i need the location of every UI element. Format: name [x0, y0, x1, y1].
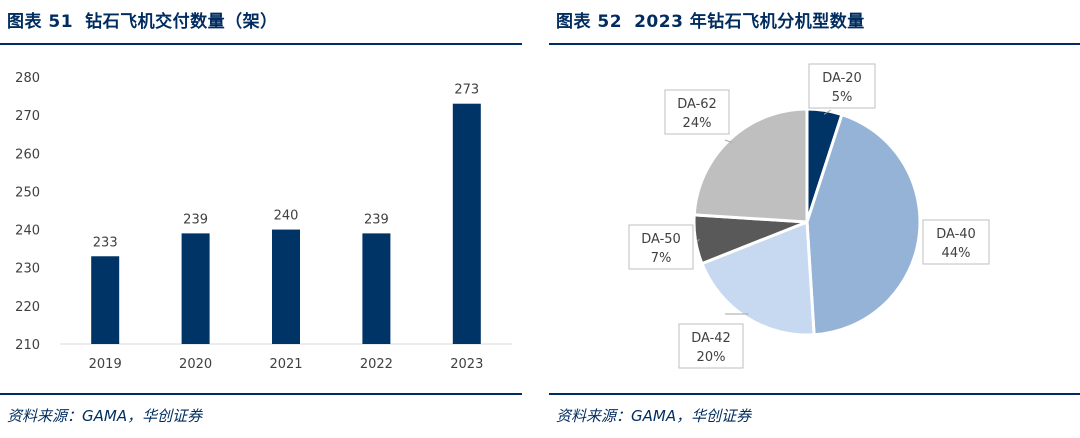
x-tick-label-2019: 2019	[89, 357, 122, 372]
y-tick-label-260: 260	[15, 147, 40, 162]
pie-leader-line-da-50	[696, 238, 700, 243]
pie-category-label-da-20: DA-20	[822, 71, 862, 86]
pie-label-box-da-62	[664, 89, 730, 135]
pie-category-label-da-62: DA-62	[677, 97, 717, 112]
bar-2021	[272, 229, 300, 344]
pie-label-box-da-42	[678, 323, 744, 369]
pie-slice-da-42	[699, 219, 816, 337]
bar-2023	[452, 103, 481, 344]
bar-chart: 210 220 230 240 250 260 270 280 233 2019 239 2020 24…	[15, 71, 512, 372]
bar-chart-top-rule	[0, 43, 522, 45]
pie-slice-da-62	[692, 107, 809, 224]
bar-2020	[181, 233, 210, 344]
pie-percent-label-da-20: 5%	[832, 90, 853, 105]
y-tick-label-220: 220	[15, 300, 40, 315]
bar-chart-figure-number: 图表 51	[7, 12, 74, 32]
y-tick-label-270: 270	[15, 109, 40, 124]
pie-percent-label-da-40: 44%	[942, 246, 971, 261]
pie-label-box-da-50	[628, 224, 694, 270]
bar-value-label-2019: 233	[93, 235, 118, 250]
bar-value-label-2020: 239	[183, 212, 208, 227]
y-tick-label-230: 230	[15, 262, 40, 277]
y-tick-label-280: 280	[15, 71, 40, 86]
pie-label-box-da-40	[922, 219, 990, 265]
pie-leader-line-da-20	[823, 109, 832, 115]
pie-chart-panel: 图表 52 2023 年钻石飞机分机型数量 DA-20 5% DA-40 44% DA-4…	[549, 0, 1080, 438]
x-tick-label-2020: 2020	[179, 357, 212, 372]
bar-chart-panel: 图表 51 钻石飞机交付数量（架） 210 220 230 240 250 260 270 28…	[0, 0, 522, 438]
x-tick-label-2021: 2021	[269, 357, 302, 372]
pie-leader-line-da-62	[724, 139, 733, 144]
pie-chart: DA-20 5% DA-40 44% DA-42 20% DA-50 7% DA-62 24%	[628, 63, 990, 369]
pie-chart-bottom-rule	[549, 393, 1080, 395]
bar-chart-title-text: 钻石飞机交付数量（架）	[85, 12, 278, 32]
pie-chart-title-text: 2023 年钻石飞机分机型数量	[634, 12, 865, 32]
bar-chart-title: 图表 51 钻石飞机交付数量（架）	[7, 7, 290, 32]
bar-value-label-2021: 240	[274, 209, 299, 224]
pie-chart-top-rule	[549, 43, 1080, 45]
pie-category-label-da-42: DA-42	[691, 331, 731, 346]
bar-2019	[91, 256, 120, 344]
pie-category-label-da-40: DA-40	[936, 227, 976, 242]
pie-label-box-da-20	[808, 63, 876, 109]
bar-value-label-2022: 239	[364, 212, 389, 227]
pie-percent-label-da-50: 7%	[651, 251, 672, 266]
pie-leader-line-da-40	[912, 235, 916, 239]
pie-percent-label-da-62: 24%	[683, 116, 712, 131]
bar-2022	[362, 233, 391, 344]
bar-chart-source: 资料来源：GAMA，华创证券	[7, 407, 203, 425]
y-tick-label-240: 240	[15, 224, 40, 239]
bar-chart-bottom-rule	[0, 393, 522, 395]
pie-chart-source: 资料来源：GAMA，华创证券	[556, 407, 752, 425]
pie-chart-title: 图表 52 2023 年钻石飞机分机型数量	[556, 7, 877, 32]
y-tick-label-210: 210	[15, 338, 40, 353]
x-tick-label-2023: 2023	[450, 357, 483, 372]
y-tick-label-250: 250	[15, 185, 40, 200]
pie-slice-da-40	[805, 112, 922, 337]
x-tick-label-2022: 2022	[360, 357, 393, 372]
pie-category-label-da-50: DA-50	[641, 232, 681, 247]
pie-chart-figure-number: 图表 52	[556, 12, 623, 32]
pie-percent-label-da-42: 20%	[697, 350, 726, 365]
bar-value-label-2023: 273	[454, 83, 479, 98]
